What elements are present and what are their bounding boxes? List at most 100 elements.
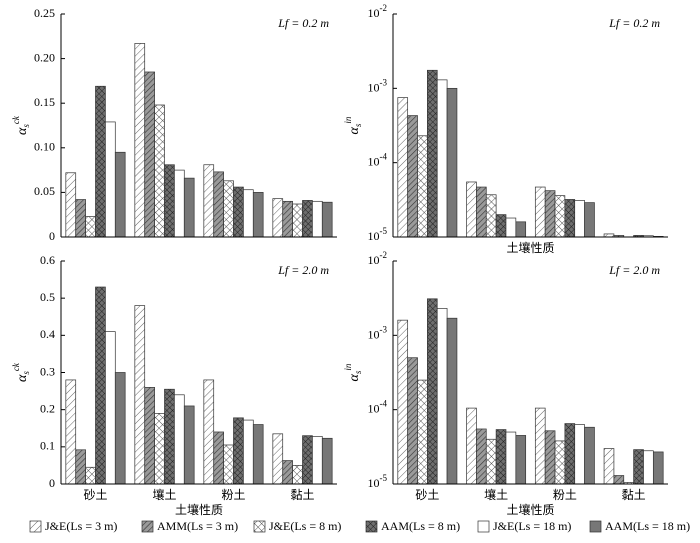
bar [476, 186, 487, 238]
annotation: Lf = 2.0 m [277, 263, 329, 277]
x-tick-label: 壤土 [484, 487, 508, 502]
x-axis-label: 土壤性质 [506, 240, 554, 255]
tick-base: 10 [368, 327, 380, 341]
bar [534, 407, 546, 485]
y-tick-label: 10-5 [368, 473, 388, 490]
bar [446, 87, 458, 238]
bar [633, 449, 644, 485]
y-tick-label: 10-2 [368, 3, 388, 20]
y-tick-label: 0.15 [34, 95, 55, 109]
x-tick-label: 砂土 [83, 488, 107, 502]
legend-label: J&E(Ls = 8 m) [269, 519, 341, 533]
tick-exp: -5 [380, 473, 388, 483]
legend-label: AAM(Ls = 8 m) [381, 519, 460, 533]
bar [85, 466, 96, 485]
bar [75, 199, 86, 238]
y-label-main: α [15, 127, 30, 135]
bar [252, 192, 264, 238]
bar [65, 379, 77, 485]
bar [584, 426, 595, 485]
bar [495, 214, 507, 238]
x-tick-label: 粉土 [221, 488, 245, 502]
bar [85, 216, 96, 238]
legend-swatch [477, 520, 490, 533]
bar [183, 405, 195, 485]
bar [417, 379, 428, 485]
bar [466, 407, 477, 485]
tick-base: 10 [368, 154, 380, 168]
tick-exp: -2 [380, 3, 388, 13]
bar [272, 433, 284, 485]
legend-label: AAM(Ls = 18 m) [605, 519, 690, 533]
tick-exp: -2 [380, 250, 388, 260]
bar [243, 419, 254, 485]
bar [515, 221, 527, 238]
bar [613, 475, 625, 485]
bar [154, 413, 165, 485]
x-tick-label: 粉土 [553, 488, 577, 502]
x-tick-label: 黏土 [622, 488, 646, 502]
tick-exp: -4 [380, 399, 388, 409]
bar [75, 449, 86, 485]
bar [203, 164, 215, 238]
x-axis-label: 土壤性质 [506, 502, 554, 517]
y-tick-label: 0.25 [34, 6, 55, 20]
bar [485, 438, 497, 485]
bar [233, 417, 244, 485]
bar [223, 444, 234, 485]
bar [95, 286, 106, 485]
bar [154, 104, 165, 238]
annotation: Lf = 2.0 m [608, 263, 660, 277]
y-tick-label: 0 [49, 229, 55, 243]
y-label-sup: ck [11, 115, 21, 124]
y-label-sub: s [353, 123, 363, 127]
bar [233, 186, 244, 238]
y-axis-label: αsck [11, 115, 31, 135]
tick-exp: -3 [380, 77, 388, 87]
y-tick-label: 10-2 [368, 250, 388, 267]
bar [485, 194, 497, 238]
bar [114, 372, 126, 485]
y-tick-label: 0.20 [34, 50, 55, 64]
bar [252, 424, 264, 485]
bar [272, 198, 284, 238]
bar [321, 437, 333, 485]
bar [505, 217, 517, 238]
bar [407, 357, 418, 485]
y-tick-label: 10-5 [368, 226, 388, 243]
y-axis-label: αsin [343, 116, 363, 134]
y-label-sub: s [21, 371, 31, 375]
x-tick-label: 壤土 [152, 487, 176, 502]
x-axis-label: 土壤性质 [175, 502, 223, 517]
legend-swatch [141, 520, 154, 533]
y-axis-label: αsck [11, 362, 31, 382]
legend-swatch [253, 520, 266, 533]
y-tick-label: 0.10 [34, 140, 55, 154]
annotation: Lf = 0.2 m [608, 16, 660, 30]
y-tick-label: 0.3 [40, 364, 55, 378]
tick-base: 10 [368, 401, 380, 415]
bar [134, 43, 146, 238]
bar [427, 69, 438, 238]
y-label-main: α [15, 374, 30, 382]
bar [321, 201, 333, 238]
y-label-main: α [347, 126, 362, 134]
y-label-sub: s [353, 370, 363, 374]
annotation: Lf = 0.2 m [277, 16, 329, 30]
bar [65, 172, 77, 238]
bar [495, 429, 507, 485]
tick-exp: -5 [380, 226, 388, 236]
bar [564, 199, 576, 238]
bar [203, 379, 215, 485]
bar [213, 431, 224, 485]
bar [574, 424, 585, 485]
bar [476, 428, 487, 485]
bar [312, 436, 323, 485]
bar [292, 203, 303, 238]
bar [397, 319, 409, 485]
y-tick-label: 0.5 [40, 290, 55, 304]
tick-base: 10 [368, 253, 380, 267]
bar [302, 200, 313, 238]
legend-swatch [589, 520, 602, 533]
